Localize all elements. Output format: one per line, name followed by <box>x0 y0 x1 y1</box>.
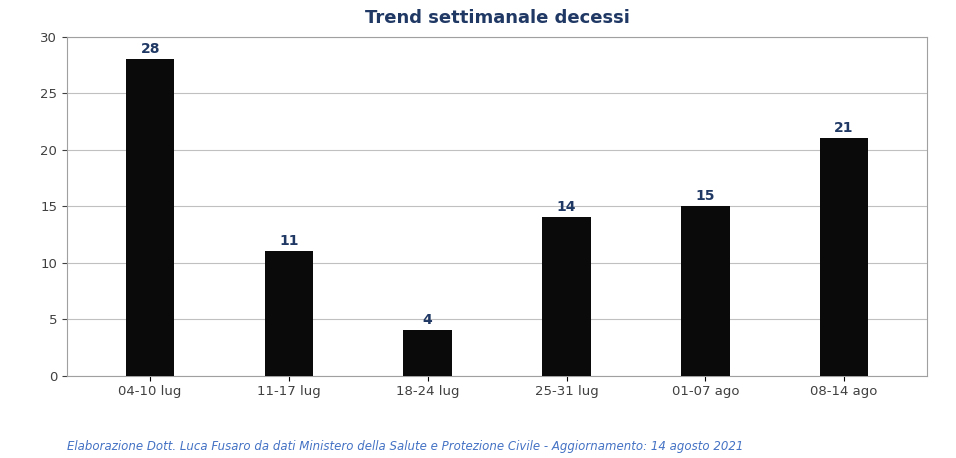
Text: 21: 21 <box>835 121 854 135</box>
Bar <box>542 218 591 376</box>
Text: Elaborazione Dott. Luca Fusaro da dati Ministero della Salute e Protezione Civil: Elaborazione Dott. Luca Fusaro da dati M… <box>67 441 744 453</box>
Bar <box>265 251 314 376</box>
Text: 15: 15 <box>696 189 715 203</box>
Title: Trend settimanale decessi: Trend settimanale decessi <box>364 9 630 27</box>
Text: 11: 11 <box>279 234 298 248</box>
Bar <box>681 206 729 376</box>
Text: 28: 28 <box>141 42 160 56</box>
Text: 4: 4 <box>423 313 433 327</box>
Bar <box>819 138 868 376</box>
Bar <box>126 59 174 376</box>
Bar <box>403 330 452 376</box>
Text: 14: 14 <box>556 200 576 214</box>
